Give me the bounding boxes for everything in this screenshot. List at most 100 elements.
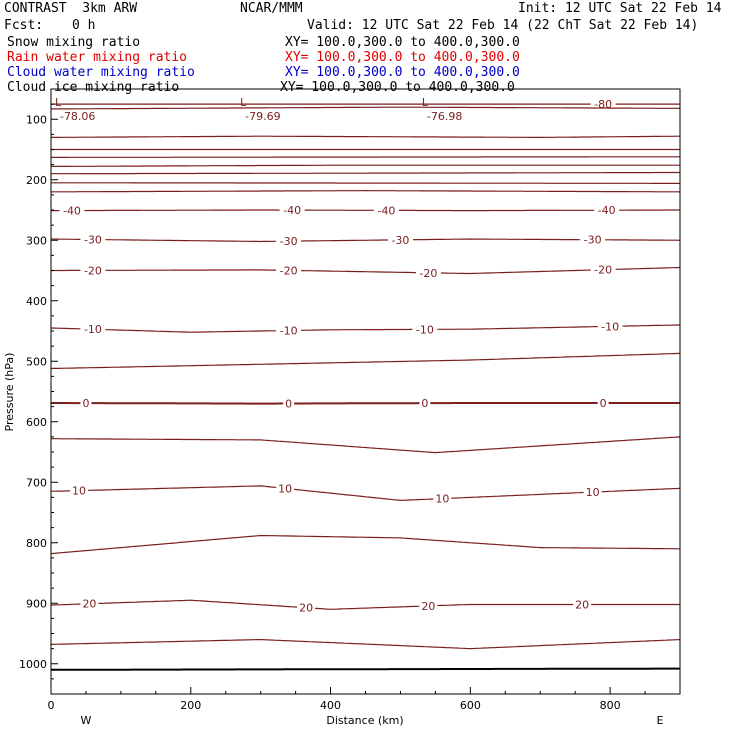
contour-label: 20 bbox=[299, 602, 313, 615]
x-end-label-east: E bbox=[657, 714, 664, 727]
x-tick-label: 0 bbox=[48, 699, 55, 712]
y-axis-title: Pressure (hPa) bbox=[3, 353, 16, 432]
contour-label-bg bbox=[373, 204, 399, 217]
contour-line bbox=[50, 485, 681, 502]
header-model: CONTRAST 3km ARW bbox=[4, 1, 138, 16]
y-tick-label: 600 bbox=[26, 416, 47, 429]
contour-label: -30 bbox=[584, 234, 602, 247]
contour-label-bg bbox=[276, 482, 295, 495]
contour-label-bg bbox=[415, 266, 441, 279]
contour-line bbox=[50, 639, 681, 650]
contour-label-bg bbox=[80, 597, 99, 610]
contour-line bbox=[50, 238, 681, 243]
contour-label: 10 bbox=[586, 486, 600, 499]
contour-label-bg bbox=[276, 324, 302, 337]
header-init: Init: 12 UTC Sat 22 Feb 14 bbox=[518, 1, 722, 16]
contour-label-bg bbox=[590, 263, 616, 276]
header-fcst-label: Fcst: bbox=[4, 18, 44, 33]
contour-line bbox=[51, 164, 680, 167]
x-tick-label: 600 bbox=[460, 699, 481, 712]
x-axis-title: Distance (km) bbox=[326, 714, 403, 727]
low-value: -78.06 bbox=[60, 110, 95, 123]
low-value: -76.98 bbox=[427, 110, 462, 123]
contour-label: -80 bbox=[594, 98, 612, 111]
y-axis: 100 200 300 400 500 600 700 800 900 1000 bbox=[19, 103, 58, 695]
legend-cloudwater-xy: XY= 100.0,300.0 to 400.0,300.0 bbox=[285, 65, 520, 80]
low-marker: L bbox=[240, 96, 247, 109]
y-tick-label: 200 bbox=[26, 174, 47, 187]
contour-line bbox=[51, 135, 680, 138]
x-axis: 0 200 400 600 800 bbox=[48, 687, 646, 712]
contour-label: 10 bbox=[278, 482, 292, 495]
contour-label-bg bbox=[594, 204, 620, 217]
contour-label: -20 bbox=[84, 264, 102, 277]
legend-snow-xy: XY= 100.0,300.0 to 400.0,300.0 bbox=[285, 35, 520, 50]
contour-label: -30 bbox=[391, 234, 409, 247]
contour-label: -30 bbox=[280, 235, 298, 248]
y-tick-label: 400 bbox=[26, 295, 47, 308]
legend-rain-xy: XY= 100.0,300.0 to 400.0,300.0 bbox=[285, 50, 520, 65]
contour-line bbox=[50, 324, 680, 333]
x-tick-label: 400 bbox=[320, 699, 341, 712]
low-marker: L bbox=[55, 96, 62, 109]
y-tick-label: 800 bbox=[26, 537, 47, 550]
legend-snow-name: Snow mixing ratio bbox=[7, 35, 141, 50]
y-tick-label: 100 bbox=[26, 113, 47, 126]
contour-label-bg bbox=[69, 484, 88, 497]
contour-label-bg bbox=[276, 235, 302, 248]
contour-layer: -80 -40 -40 -40 -40 -30 -30 -30 -30 -20 -20 -20 -20 -… bbox=[50, 98, 681, 671]
contour-line bbox=[50, 106, 681, 110]
contour-label-bg bbox=[297, 601, 316, 614]
y-tick-label: 500 bbox=[26, 355, 47, 368]
contour-label-bg bbox=[283, 397, 295, 410]
x-tick-label: 800 bbox=[600, 699, 621, 712]
contour-label-bg bbox=[597, 320, 623, 333]
contour-label: -20 bbox=[419, 267, 437, 280]
contour-label-bg bbox=[59, 204, 85, 217]
contour-label-bg bbox=[387, 233, 413, 246]
contour-label-bg bbox=[580, 233, 606, 246]
contour-label-bg bbox=[583, 486, 602, 499]
contour-label: 10 bbox=[72, 485, 86, 498]
contour-label: 0 bbox=[82, 397, 89, 410]
x-end-label-west: W bbox=[81, 714, 92, 727]
contour-line bbox=[50, 189, 681, 193]
contour-label: -40 bbox=[283, 204, 301, 217]
contour-label-bg bbox=[590, 98, 616, 111]
contour-label: -40 bbox=[598, 204, 616, 217]
x-tick-label: 200 bbox=[180, 699, 201, 712]
contour-label-bg bbox=[279, 204, 305, 217]
contour-label-bg bbox=[412, 323, 438, 336]
low-value: -79.69 bbox=[245, 110, 280, 123]
contour-line bbox=[51, 182, 680, 184]
contour-label: -10 bbox=[280, 325, 298, 338]
y-tick-label: 1000 bbox=[19, 658, 47, 671]
contour-line bbox=[51, 667, 680, 671]
contour-label: -10 bbox=[84, 323, 102, 336]
contour-line bbox=[51, 436, 681, 454]
contour-label: -20 bbox=[594, 264, 612, 277]
contour-label: 20 bbox=[421, 600, 435, 613]
legend-cloudwater-name: Cloud water mixing ratio bbox=[7, 65, 195, 80]
contour-line bbox=[51, 171, 680, 175]
contour-line bbox=[51, 266, 681, 275]
contour-label: 20 bbox=[575, 598, 589, 611]
contour-label: -20 bbox=[280, 264, 298, 277]
low-markers: L-78.06L-79.69L-76.98 bbox=[55, 96, 462, 123]
contour-label: -40 bbox=[377, 204, 395, 217]
contour-label: -10 bbox=[601, 320, 619, 333]
contour-label-bg bbox=[80, 233, 106, 246]
header-valid: Valid: 12 UTC Sat 22 Feb 14 (22 ChT Sat … bbox=[307, 18, 699, 33]
low-marker: L bbox=[422, 96, 429, 109]
contour-label: 0 bbox=[600, 397, 607, 410]
contour-label: 20 bbox=[82, 598, 96, 611]
contour-label-bg bbox=[80, 323, 106, 336]
y-tick-label: 900 bbox=[26, 597, 47, 610]
contour-label-bg bbox=[433, 492, 452, 505]
contour-line bbox=[51, 156, 680, 158]
contour-line bbox=[51, 209, 680, 212]
contour-label: -10 bbox=[416, 323, 434, 336]
contour-label-bg bbox=[419, 599, 438, 612]
contour-label: 0 bbox=[285, 398, 292, 411]
